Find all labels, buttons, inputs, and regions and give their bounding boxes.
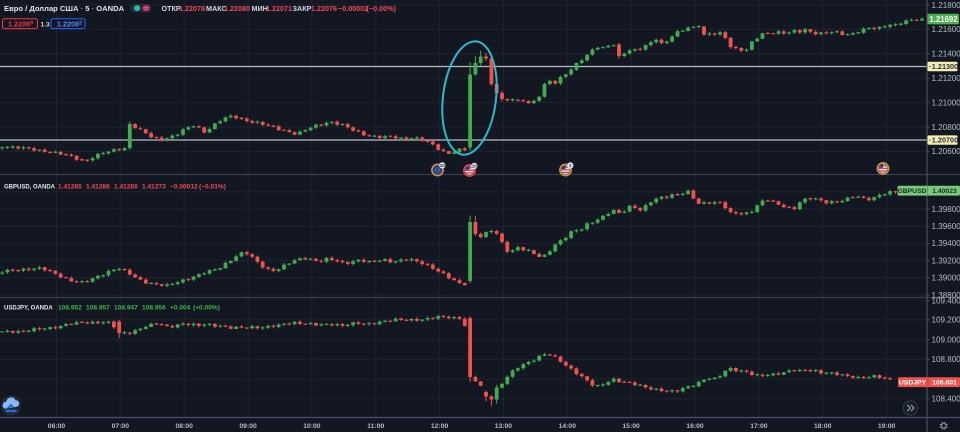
- svg-text:USDJPY: USDJPY: [899, 380, 927, 387]
- svg-text:1.39800: 1.39800: [932, 205, 960, 214]
- svg-text:1.22080: 1.22080: [224, 4, 250, 13]
- svg-text:109.400: 109.400: [932, 297, 960, 306]
- svg-text:1.20800: 1.20800: [932, 123, 960, 132]
- svg-text:108.400: 108.400: [932, 395, 960, 404]
- svg-text:1.39400: 1.39400: [932, 239, 960, 248]
- svg-text:1.39000: 1.39000: [932, 274, 960, 283]
- svg-text:GBPUSD: GBPUSD: [897, 188, 926, 195]
- svg-text:15:00: 15:00: [622, 423, 640, 430]
- svg-text:06:00: 06:00: [48, 423, 66, 430]
- svg-text:19:00: 19:00: [878, 423, 896, 430]
- svg-text:09:00: 09:00: [239, 423, 257, 430]
- svg-text:108.957: 108.957: [86, 305, 110, 312]
- svg-text:14:00: 14:00: [559, 423, 577, 430]
- svg-text:109.000: 109.000: [932, 335, 960, 344]
- svg-text:108.800: 108.800: [932, 355, 960, 364]
- svg-text:1.39600: 1.39600: [932, 222, 960, 231]
- svg-text:13:00: 13:00: [495, 423, 513, 430]
- svg-text:18:00: 18:00: [814, 423, 832, 430]
- svg-text:12:00: 12:00: [431, 423, 449, 430]
- svg-text:(+0.00%): (+0.00%): [193, 305, 220, 312]
- svg-text:1.20600: 1.20600: [932, 147, 960, 156]
- svg-text:1.22076: 1.22076: [311, 4, 337, 13]
- svg-text:10:00: 10:00: [303, 423, 321, 430]
- svg-text:USDJPY, OANDA: USDJPY, OANDA: [4, 306, 53, 312]
- svg-text:1.41273: 1.41273: [142, 184, 166, 191]
- svg-text:1.21300: 1.21300: [932, 62, 958, 71]
- svg-text:108.947: 108.947: [114, 305, 138, 312]
- svg-text:Евро / Доллар США · 5 · OANDA: Евро / Доллар США · 5 · OANDA: [4, 4, 125, 13]
- svg-text:−0.00012: −0.00012: [170, 184, 198, 191]
- svg-text:108.956: 108.956: [142, 305, 166, 312]
- svg-text:109.200: 109.200: [932, 316, 960, 325]
- svg-text:10: 10: [472, 164, 478, 169]
- svg-text:1.21400: 1.21400: [932, 50, 960, 59]
- svg-text:1.39200: 1.39200: [932, 256, 960, 265]
- svg-text:GBPUSD, OANDA: GBPUSD, OANDA: [4, 185, 56, 191]
- svg-text:МИН: МИН: [252, 4, 268, 13]
- svg-text:1.22069: 1.22069: [8, 19, 33, 28]
- svg-text:16:00: 16:00: [686, 423, 704, 430]
- svg-text:(−0.01%): (−0.01%): [199, 184, 226, 191]
- svg-text:1.21800: 1.21800: [932, 1, 960, 10]
- svg-text:11:00: 11:00: [367, 423, 384, 430]
- svg-text:08:00: 08:00: [176, 423, 194, 430]
- svg-text:1.41266: 1.41266: [114, 184, 138, 191]
- svg-text:ЗАКР: ЗАКР: [293, 4, 312, 13]
- svg-text:1.41286: 1.41286: [86, 184, 110, 191]
- svg-text:108.601: 108.601: [932, 380, 957, 387]
- svg-text:1.38800: 1.38800: [932, 291, 960, 300]
- svg-text:1.21692: 1.21692: [929, 15, 958, 24]
- svg-text:07:00: 07:00: [112, 423, 130, 430]
- svg-text:1.22082: 1.22082: [57, 19, 82, 28]
- svg-text:+0.004: +0.004: [170, 305, 191, 312]
- svg-text:2: 2: [569, 163, 572, 168]
- svg-text:10: 10: [440, 163, 446, 168]
- svg-text:ОТКР: ОТКР: [162, 4, 181, 13]
- svg-text:1.22071: 1.22071: [266, 4, 292, 13]
- svg-text:1.22078: 1.22078: [179, 4, 205, 13]
- svg-text:1.21200: 1.21200: [932, 74, 960, 83]
- svg-text:1.21600: 1.21600: [932, 25, 960, 34]
- svg-text:МАКС: МАКС: [206, 4, 227, 13]
- svg-text:(−0.00%): (−0.00%): [367, 4, 397, 13]
- svg-text:−0.00002: −0.00002: [338, 4, 368, 13]
- svg-text:1.20700: 1.20700: [932, 136, 958, 145]
- svg-text:1.41285: 1.41285: [58, 184, 82, 191]
- svg-text:1.3: 1.3: [41, 21, 50, 28]
- svg-text:1.40023: 1.40023: [932, 188, 957, 195]
- svg-text:108.952: 108.952: [58, 305, 82, 312]
- svg-text:1.21000: 1.21000: [932, 98, 960, 107]
- svg-text:17:00: 17:00: [750, 423, 768, 430]
